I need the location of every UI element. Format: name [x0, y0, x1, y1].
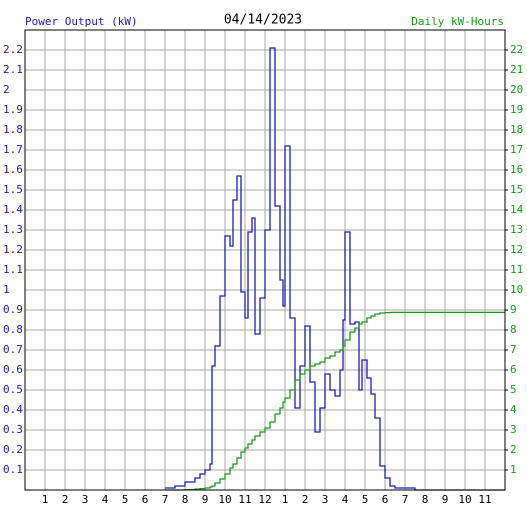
x-tick-label: 6 [382, 493, 389, 506]
y-tick-label: 0.6 [3, 363, 23, 376]
x-tick-label: 9 [202, 493, 209, 506]
y2-tick-label: 4 [510, 403, 517, 416]
y2-tick-label: 7 [510, 343, 517, 356]
x-tick-label: 8 [182, 493, 189, 506]
y2-tick-label: 1 [510, 463, 517, 476]
x-tick-label: 6 [142, 493, 149, 506]
x-tick-label: 2 [62, 493, 69, 506]
y2-tick-label: 10 [510, 283, 523, 296]
y2-axis-title: Daily kW-Hours [411, 15, 504, 28]
x-tick-label: 2 [302, 493, 309, 506]
y-tick-label: 0.4 [3, 403, 23, 416]
y-tick-label: 1.5 [3, 183, 23, 196]
series-line [165, 311, 505, 491]
y2-tick-label: 14 [510, 203, 524, 216]
y2-tick-label: 6 [510, 363, 517, 376]
y-tick-label: 0.3 [3, 423, 23, 436]
y-tick-label: 0.9 [3, 303, 23, 316]
y2-tick-label: 19 [510, 103, 523, 116]
x-tick-label: 11 [478, 493, 491, 506]
x-tick-label: 7 [162, 493, 169, 506]
x-tick-label: 11 [238, 493, 251, 506]
y-tick-label: 1 [3, 283, 10, 296]
x-tick-label: 10 [218, 493, 231, 506]
y-tick-label: 0.2 [3, 443, 23, 456]
y-axis-title: Power Output (kW) [25, 15, 138, 28]
y-tick-label: 1.6 [3, 163, 23, 176]
y-tick-label: 1.1 [3, 263, 23, 276]
y-tick-label: 0.7 [3, 343, 23, 356]
x-tick-label: 10 [458, 493, 471, 506]
x-tick-label: 8 [422, 493, 429, 506]
x-tick-label: 1 [282, 493, 289, 506]
x-tick-label: 7 [402, 493, 409, 506]
y-tick-label: 0.1 [3, 463, 23, 476]
y2-tick-label: 12 [510, 243, 523, 256]
y-tick-label: 0.8 [3, 323, 23, 336]
y-tick-label: 1.8 [3, 123, 23, 136]
y2-tick-label: 16 [510, 163, 523, 176]
x-tick-label: 9 [442, 493, 449, 506]
tick-labels: 1 2 3 4 5 6 7 8 9 10 11 12 1 2 3 4 5 6 7 8 9 10 110.10.20.30.4… [3, 43, 524, 506]
y2-tick-label: 17 [510, 143, 523, 156]
x-tick-label: 5 [362, 493, 369, 506]
y-tick-label: 1.7 [3, 143, 23, 156]
y2-tick-label: 18 [510, 123, 523, 136]
x-tick-label: 5 [122, 493, 129, 506]
x-tick-label: 12 [258, 493, 271, 506]
x-tick-label: 4 [102, 493, 109, 506]
y2-tick-label: 9 [510, 303, 517, 316]
y2-tick-label: 13 [510, 223, 523, 236]
series [165, 47, 505, 491]
x-tick-label: 1 [42, 493, 49, 506]
y-tick-label: 2.1 [3, 63, 23, 76]
y2-tick-label: 2 [510, 443, 517, 456]
y-tick-label: 1.4 [3, 203, 23, 216]
y2-tick-label: 22 [510, 43, 523, 56]
y2-tick-label: 5 [510, 383, 517, 396]
x-tick-label: 4 [342, 493, 349, 506]
y2-tick-label: 3 [510, 423, 517, 436]
y2-tick-label: 11 [510, 263, 523, 276]
x-tick-label: 3 [82, 493, 89, 506]
y-tick-label: 0.5 [3, 383, 23, 396]
y2-tick-label: 20 [510, 83, 523, 96]
y-tick-label: 2 [3, 83, 10, 96]
y-tick-label: 2.2 [3, 43, 23, 56]
y2-tick-label: 15 [510, 183, 523, 196]
y-tick-label: 1.3 [3, 223, 23, 236]
plot-border [24, 29, 506, 491]
y-tick-label: 1.2 [3, 243, 23, 256]
y-tick-label: 1.9 [3, 103, 23, 116]
series-line [165, 47, 505, 491]
y2-tick-label: 8 [510, 323, 517, 336]
x-tick-label: 3 [322, 493, 329, 506]
y2-tick-label: 21 [510, 63, 523, 76]
chart-title: 04/14/2023 [224, 13, 302, 28]
